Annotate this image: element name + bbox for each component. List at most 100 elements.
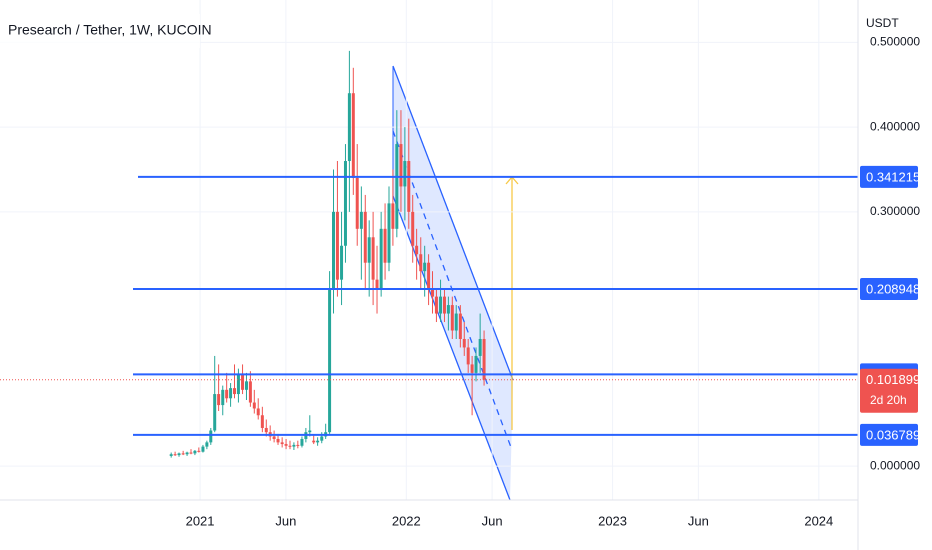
candle-body xyxy=(241,374,245,390)
candle-body xyxy=(320,436,324,441)
candle-body xyxy=(181,453,185,455)
candle-body xyxy=(363,211,367,263)
x-tick-label: Jun xyxy=(482,513,503,528)
candle-body xyxy=(379,228,383,289)
candle-body xyxy=(395,144,399,229)
candle-body xyxy=(403,161,407,187)
x-tick-label: 2022 xyxy=(392,513,421,528)
candle-body xyxy=(387,203,391,263)
candle-body xyxy=(332,211,336,289)
candle-body xyxy=(419,254,423,272)
candle-body xyxy=(431,288,435,297)
candle-body xyxy=(343,161,347,246)
candle-body xyxy=(213,394,217,431)
candle-body xyxy=(217,394,221,406)
y-tick-label: 0.400000 xyxy=(870,119,920,133)
candle-body xyxy=(375,279,379,289)
candle-body xyxy=(312,440,316,443)
candle-body xyxy=(205,442,209,447)
candle-body xyxy=(399,144,403,187)
candle-body xyxy=(470,364,474,373)
candle-body xyxy=(383,228,387,263)
candle-body xyxy=(280,442,284,445)
candle-body xyxy=(340,245,344,280)
currency: USDT xyxy=(866,16,899,30)
x-tick-label: 2021 xyxy=(186,513,215,528)
x-tick-label: Jun xyxy=(275,513,296,528)
candle-body xyxy=(442,296,446,314)
candle-body xyxy=(462,338,466,348)
countdown: 2d 20h xyxy=(870,393,907,407)
currency-bg xyxy=(862,10,932,46)
candle-body xyxy=(233,388,237,395)
candle-body xyxy=(296,444,300,446)
candle-body xyxy=(454,313,458,331)
x-tick-label: Jun xyxy=(688,513,709,528)
y-tick-label: 0.000000 xyxy=(870,458,920,472)
level-label: 0.208948 xyxy=(866,281,920,296)
candle-body xyxy=(288,445,292,447)
candle-body xyxy=(193,450,197,454)
candle-body xyxy=(272,436,276,439)
candle-body xyxy=(225,389,229,399)
candle-body xyxy=(260,415,264,428)
candle-body xyxy=(189,452,193,454)
plot xyxy=(0,0,858,500)
candle-body xyxy=(371,237,375,280)
candle-body xyxy=(335,211,339,280)
candle-body xyxy=(478,338,482,356)
level-label: 0.036789 xyxy=(866,427,920,442)
x-tick-label: 2024 xyxy=(804,513,833,528)
y-tick-label: 0.500000 xyxy=(870,35,920,49)
candle-body xyxy=(482,338,486,380)
candle-body xyxy=(236,374,240,395)
candle-body xyxy=(450,305,454,331)
candle-body xyxy=(439,296,443,314)
candle-body xyxy=(264,427,268,433)
candle-body xyxy=(276,438,280,443)
candle-body xyxy=(252,402,256,409)
candle-body xyxy=(256,408,260,416)
channel-mid xyxy=(392,130,513,451)
candle-body xyxy=(185,452,189,455)
candle-body xyxy=(169,454,173,456)
candle-body xyxy=(201,446,205,452)
candle-body xyxy=(458,313,462,339)
candle-body xyxy=(173,454,177,456)
level-label: 0.341215 xyxy=(866,169,920,184)
candle-body xyxy=(177,453,181,456)
candle-body xyxy=(316,440,320,443)
channel-upper xyxy=(392,65,514,381)
candle-body xyxy=(197,450,201,452)
candle-body xyxy=(367,237,371,263)
x-tick-label: 2023 xyxy=(598,513,627,528)
candle-body xyxy=(248,381,252,403)
candle-body xyxy=(355,177,359,229)
candle-body xyxy=(328,288,332,433)
level-label-bg xyxy=(860,165,918,188)
channel-fill xyxy=(393,66,513,500)
candle-body xyxy=(407,161,411,212)
last-price-bg xyxy=(860,368,918,413)
candle-body xyxy=(308,430,312,433)
candle-body xyxy=(292,444,296,447)
candle-body xyxy=(229,388,233,399)
candle-body xyxy=(244,381,248,390)
candle-body xyxy=(300,438,304,446)
candle-body xyxy=(359,211,363,229)
candle-body xyxy=(411,211,415,246)
candle-body xyxy=(415,245,419,255)
candle-body xyxy=(446,305,450,314)
candle-body xyxy=(466,347,470,365)
candle-body xyxy=(391,203,395,229)
title-bg xyxy=(0,14,200,48)
candle-body xyxy=(221,389,225,406)
candle-body xyxy=(284,444,288,446)
candle-body xyxy=(347,93,351,162)
candle-body xyxy=(209,430,213,443)
candle-body xyxy=(474,355,478,373)
level-label-bg xyxy=(860,278,918,301)
level-label-bg xyxy=(860,423,918,446)
